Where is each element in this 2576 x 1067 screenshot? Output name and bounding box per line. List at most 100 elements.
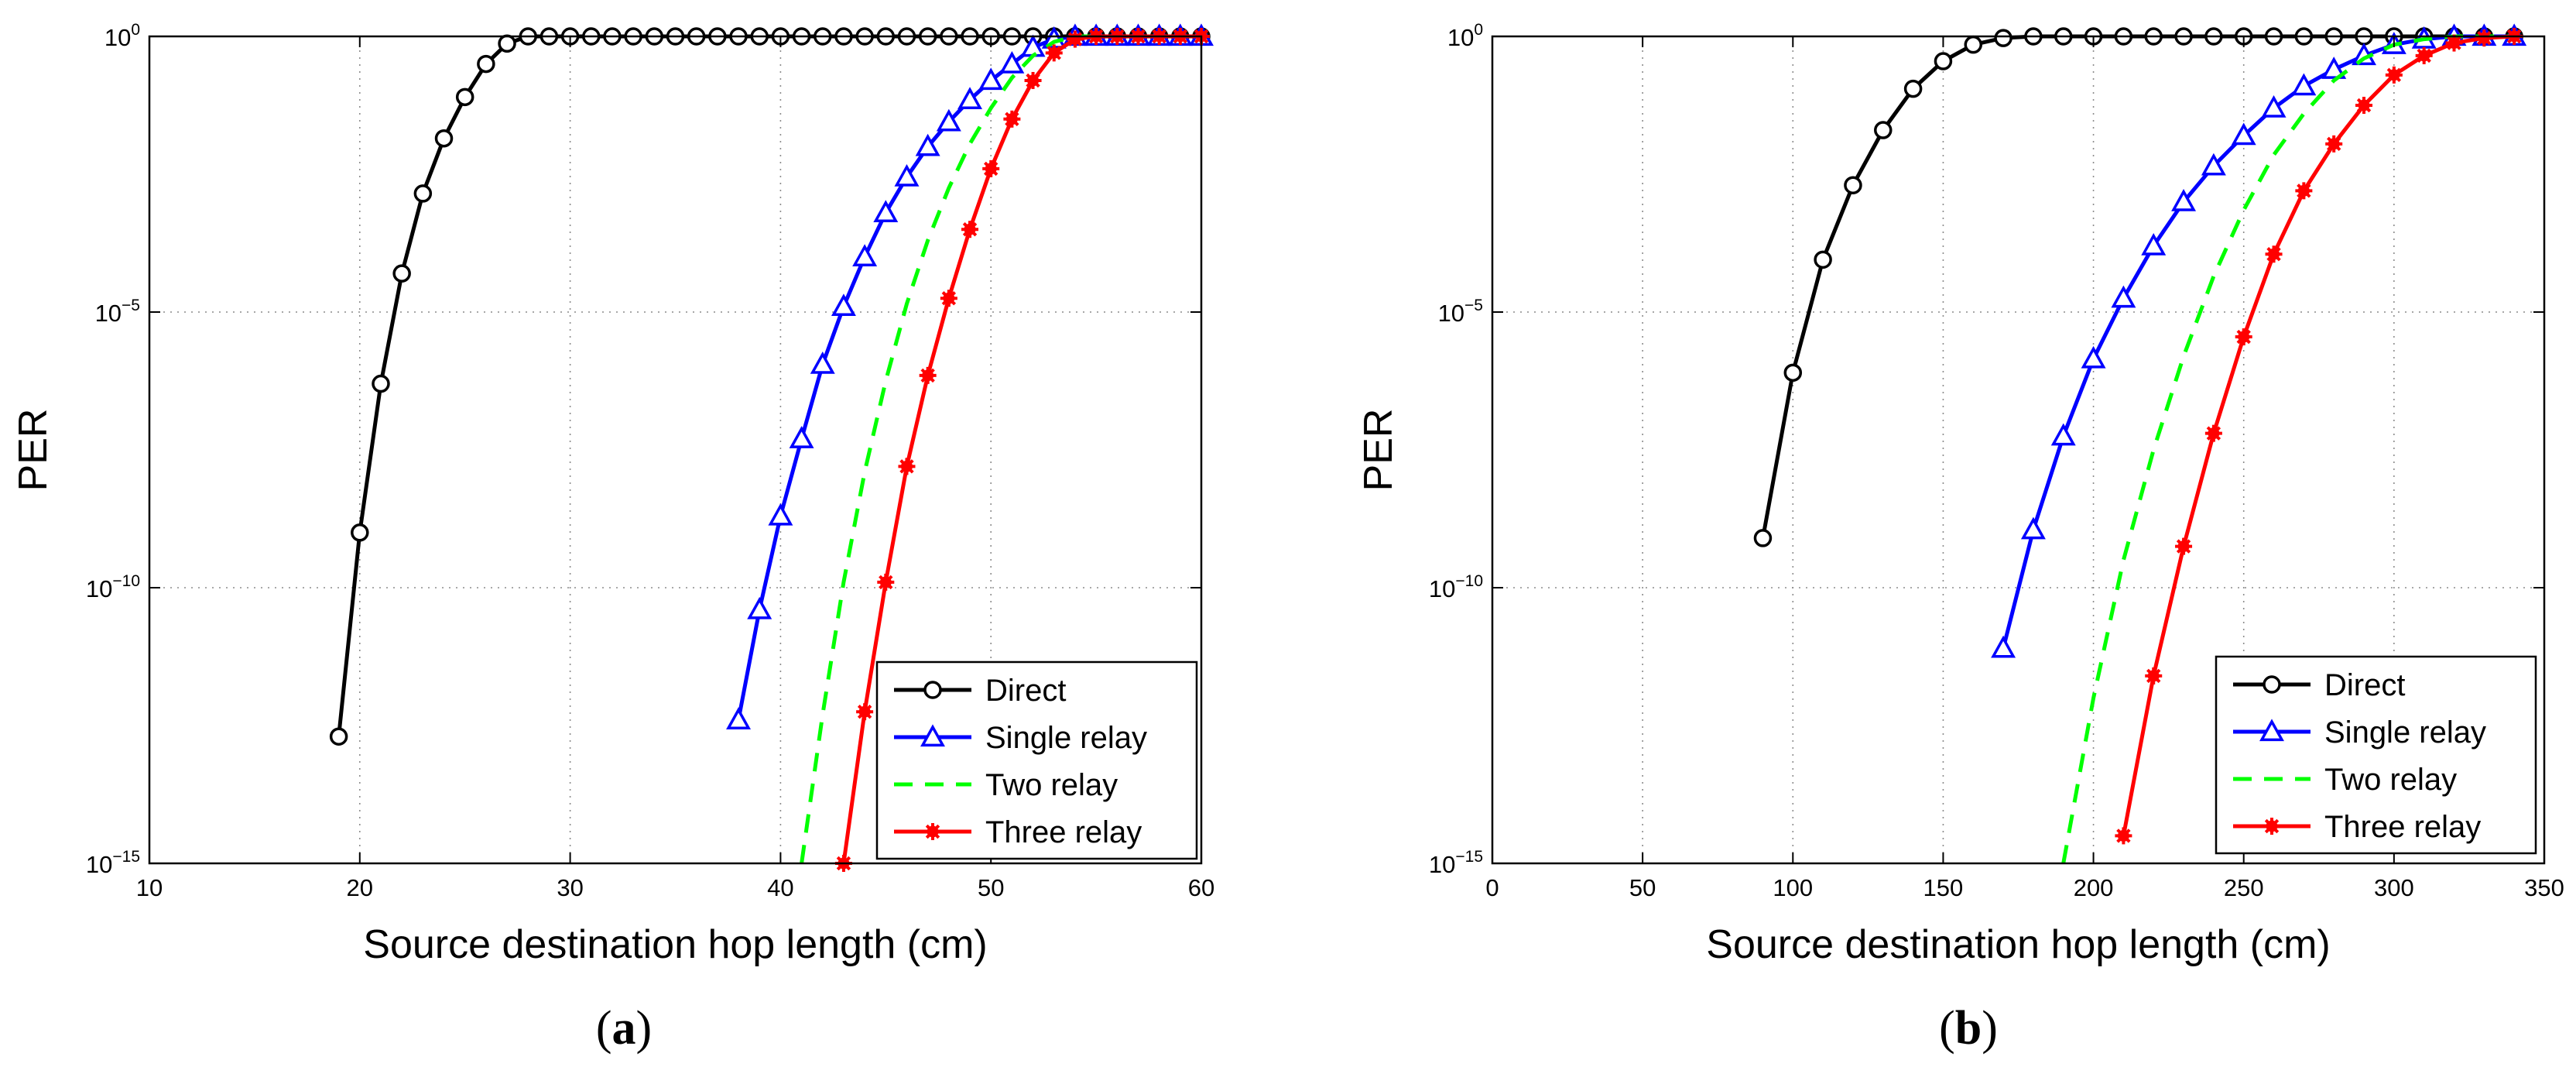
legend-marker-direct xyxy=(2263,675,2281,694)
series-line-two-relay xyxy=(800,34,1201,864)
data-point-three-relay xyxy=(919,366,937,384)
data-point-three-relay xyxy=(1024,71,1042,89)
data-point-single-relay xyxy=(2081,345,2106,369)
legend-label-three-relay: Three relay xyxy=(2324,810,2481,844)
data-point-single-relay xyxy=(789,426,814,448)
chart-panel-b: 0 50 100 150 200 250 300 350 100 10−5 10−10 10−15 D… xyxy=(1356,21,2564,1055)
x-tick-label: 60 xyxy=(1188,874,1214,901)
data-point-three-relay xyxy=(2175,537,2193,555)
subfigure-label: (b) xyxy=(1939,1002,1998,1055)
data-point-direct xyxy=(1874,121,1893,139)
axes-frame xyxy=(148,35,1203,865)
legend-marker-three-relay xyxy=(924,823,941,840)
x-axis-label: Source destination hop length (cm) xyxy=(1706,922,2330,967)
legend-label-two-relay: Two relay xyxy=(985,768,1118,802)
data-point-single-relay xyxy=(747,596,772,619)
data-point-single-relay xyxy=(2171,188,2197,211)
data-point-three-relay xyxy=(2475,29,2493,47)
data-point-single-relay xyxy=(2261,94,2287,118)
data-point-three-relay xyxy=(2355,97,2373,114)
data-point-single-relay xyxy=(810,352,835,374)
y-tick-label: 10−10 xyxy=(86,572,140,602)
data-point-direct xyxy=(1964,35,1983,54)
data-point-single-relay xyxy=(2291,73,2317,96)
data-point-direct xyxy=(1783,363,1803,383)
legend-label-direct: Direct xyxy=(985,674,1066,708)
data-point-single-relay xyxy=(894,163,920,187)
data-point-single-relay xyxy=(2231,122,2256,146)
data-point-direct xyxy=(413,184,433,203)
legend-label-three-relay: Three relay xyxy=(985,815,1142,849)
data-point-direct xyxy=(434,129,454,148)
data-point-three-relay xyxy=(961,221,979,238)
data-point-single-relay xyxy=(726,707,752,730)
y-axis-label: PER xyxy=(1356,409,1401,492)
data-point-single-relay xyxy=(2201,153,2226,176)
ticks: 0 50 100 150 200 250 300 350 100 10−5 10−10 10−15 xyxy=(1429,21,2564,901)
data-point-three-relay xyxy=(1045,44,1063,62)
y-axis-label: PER xyxy=(11,409,56,492)
x-tick-label: 200 xyxy=(2074,874,2114,901)
data-point-three-relay xyxy=(2145,667,2163,684)
y-tick-label: 10−5 xyxy=(95,297,140,327)
y-tick-label: 10−5 xyxy=(1438,297,1483,327)
legend: Direct Single relay Two relay Three relay xyxy=(875,660,1198,860)
data-point-direct xyxy=(392,264,411,283)
y-tick-label: 100 xyxy=(104,21,140,51)
data-point-single-relay xyxy=(2141,232,2167,256)
data-point-direct xyxy=(351,523,369,542)
data-point-direct xyxy=(1844,176,1862,194)
data-point-direct xyxy=(1903,79,1923,98)
legend-label-two-relay: Two relay xyxy=(2324,763,2457,797)
x-tick-label: 100 xyxy=(1773,874,1813,901)
data-point-three-relay xyxy=(2235,328,2252,346)
grid xyxy=(149,36,1201,863)
data-point-three-relay xyxy=(1066,30,1084,48)
ticks: 10 20 30 40 50 60 100 10−5 10−10 10−15 xyxy=(86,21,1214,901)
data-point-direct xyxy=(498,34,516,53)
x-tick-label: 350 xyxy=(2524,874,2564,901)
data-point-direct xyxy=(477,54,495,74)
y-tick-label: 10−10 xyxy=(1429,572,1483,602)
data-point-single-relay xyxy=(852,244,878,266)
x-tick-label: 20 xyxy=(347,874,373,901)
subfigure-label: (a) xyxy=(596,1002,652,1055)
y-tick-label: 10−15 xyxy=(86,848,140,878)
x-tick-label: 300 xyxy=(2374,874,2414,901)
x-tick-label: 250 xyxy=(2224,874,2264,901)
data-point-three-relay xyxy=(856,703,874,721)
data-point-three-relay xyxy=(2415,46,2433,64)
chart-panel-a: 10 20 30 40 50 60 100 10−5 10−10 10−15 Direct Sing… xyxy=(11,21,1214,1055)
x-tick-label: 10 xyxy=(136,874,163,901)
legend-marker-single-relay xyxy=(2259,719,2284,742)
data-point-single-relay xyxy=(2050,423,2076,446)
legend-label-single-relay: Single relay xyxy=(2324,715,2486,750)
x-tick-label: 50 xyxy=(978,874,1004,901)
legend-label-direct: Direct xyxy=(2324,668,2405,702)
data-point-direct xyxy=(1814,250,1832,269)
data-point-three-relay xyxy=(2204,424,2222,442)
data-point-direct xyxy=(1934,52,1953,70)
legend: Direct Single relay Two relay Three relay xyxy=(2215,655,2537,855)
data-point-direct xyxy=(1994,29,2012,47)
data-point-single-relay xyxy=(915,133,940,156)
data-point-three-relay xyxy=(2445,34,2463,52)
data-point-single-relay xyxy=(1991,635,2016,658)
grid xyxy=(1492,36,2544,863)
data-point-direct xyxy=(329,727,348,746)
legend-marker-single-relay xyxy=(920,724,945,747)
x-tick-label: 0 xyxy=(1485,874,1499,901)
data-point-single-relay xyxy=(936,108,961,132)
data-point-single-relay xyxy=(768,503,793,526)
data-point-single-relay xyxy=(831,293,856,317)
x-tick-label: 30 xyxy=(557,874,583,901)
x-tick-label: 50 xyxy=(1629,874,1656,901)
legend-marker-direct xyxy=(923,681,942,699)
data-point-three-relay xyxy=(2295,182,2313,200)
data-point-single-relay xyxy=(2111,285,2136,308)
data-point-direct xyxy=(1753,529,1773,547)
data-point-single-relay xyxy=(873,200,899,222)
data-point-direct xyxy=(372,374,390,393)
data-point-direct xyxy=(455,87,474,107)
x-axis-label: Source destination hop length (cm) xyxy=(363,922,987,967)
